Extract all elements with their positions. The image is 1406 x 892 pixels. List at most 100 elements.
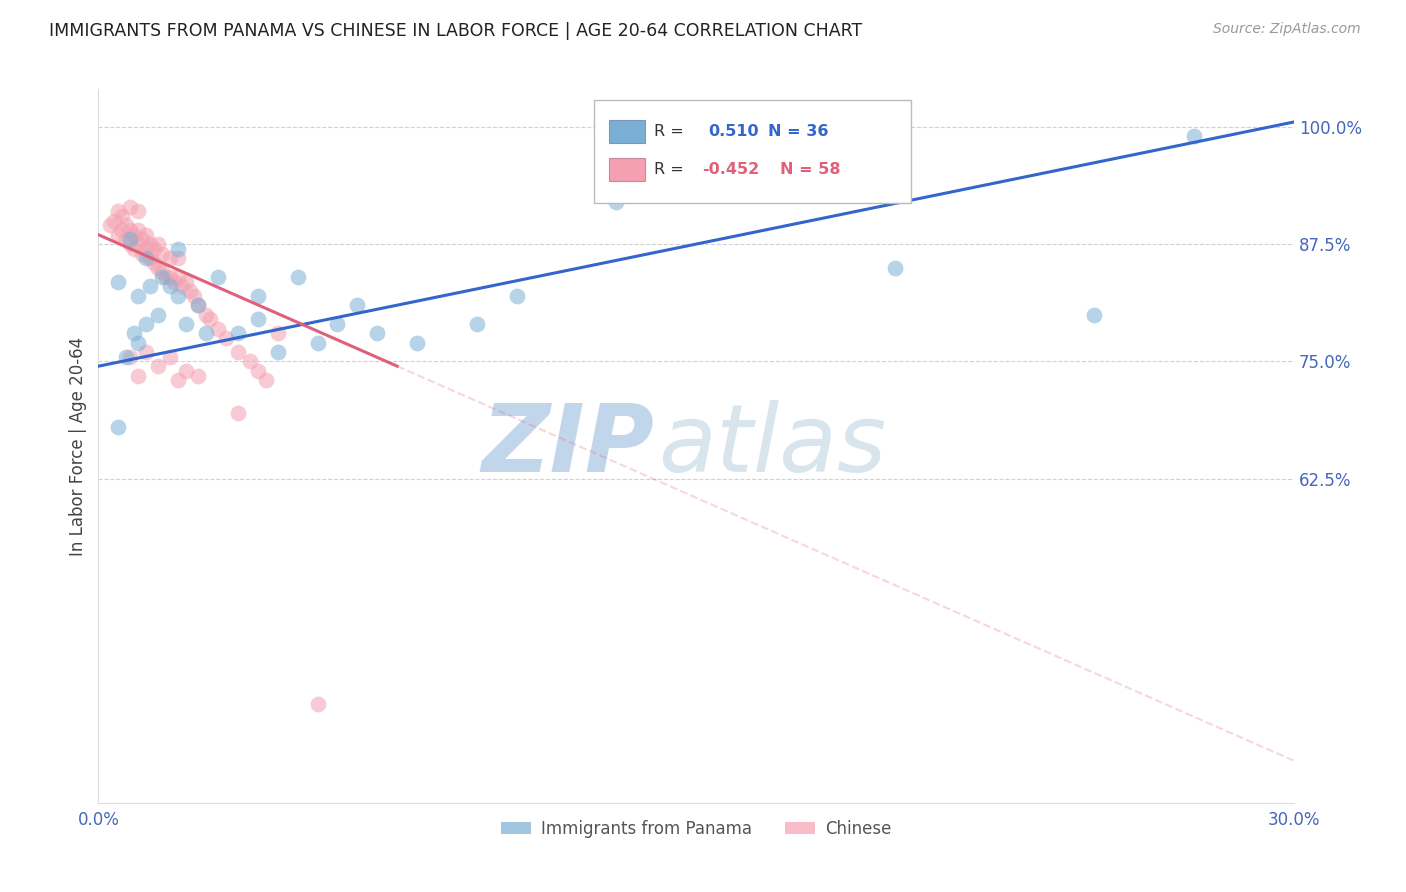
Point — [174, 275, 197, 289]
Point — [98, 219, 122, 233]
Point — [246, 312, 269, 326]
Point — [120, 350, 142, 364]
Point — [148, 308, 170, 322]
Text: R =: R = — [654, 161, 683, 177]
Point — [150, 265, 173, 279]
Point — [148, 260, 170, 275]
Point — [174, 317, 197, 331]
Point — [724, 157, 747, 171]
Point — [163, 275, 186, 289]
Point — [107, 227, 129, 242]
Point — [159, 251, 181, 265]
Point — [120, 232, 142, 246]
Point — [139, 237, 162, 252]
Point — [406, 335, 429, 350]
Text: N = 36: N = 36 — [768, 124, 828, 139]
Bar — [609, 120, 644, 143]
Point — [195, 326, 218, 341]
Point — [326, 317, 349, 331]
Legend: Immigrants from Panama, Chinese: Immigrants from Panama, Chinese — [494, 814, 898, 845]
Point — [267, 326, 290, 341]
Point — [107, 204, 129, 219]
Point — [239, 354, 262, 368]
Point — [195, 308, 218, 322]
Text: N = 58: N = 58 — [779, 161, 841, 177]
Point — [167, 270, 190, 285]
Point — [1182, 129, 1205, 144]
Point — [115, 219, 138, 233]
Point — [115, 350, 138, 364]
Point — [135, 242, 157, 256]
Point — [127, 335, 149, 350]
Point — [226, 326, 249, 341]
Point — [120, 237, 142, 252]
Point — [198, 312, 221, 326]
Point — [179, 284, 201, 298]
Point — [506, 289, 529, 303]
Text: IMMIGRANTS FROM PANAMA VS CHINESE IN LABOR FORCE | AGE 20-64 CORRELATION CHART: IMMIGRANTS FROM PANAMA VS CHINESE IN LAB… — [49, 22, 862, 40]
Point — [120, 223, 142, 237]
Point — [143, 242, 166, 256]
Point — [111, 223, 134, 237]
Point — [148, 237, 170, 252]
Point — [187, 298, 209, 312]
Point — [167, 251, 190, 265]
Text: atlas: atlas — [658, 401, 886, 491]
Point — [127, 223, 149, 237]
Point — [124, 326, 146, 341]
Point — [226, 345, 249, 359]
Point — [159, 270, 181, 285]
Point — [120, 200, 142, 214]
Point — [465, 317, 488, 331]
Point — [127, 237, 149, 252]
Point — [131, 246, 153, 260]
Point — [366, 326, 388, 341]
Point — [155, 270, 177, 285]
Point — [148, 359, 170, 374]
Point — [131, 232, 153, 246]
Point — [346, 298, 368, 312]
Point — [246, 364, 269, 378]
Point — [207, 270, 229, 285]
Point — [187, 298, 209, 312]
Point — [183, 289, 205, 303]
Text: Source: ZipAtlas.com: Source: ZipAtlas.com — [1213, 22, 1361, 37]
Point — [127, 204, 149, 219]
Point — [174, 364, 197, 378]
Point — [246, 289, 269, 303]
Point — [135, 251, 157, 265]
Point — [167, 242, 190, 256]
Point — [1083, 308, 1105, 322]
Point — [159, 279, 181, 293]
Point — [135, 227, 157, 242]
Point — [605, 194, 627, 209]
Point — [103, 213, 125, 227]
Point — [215, 331, 238, 345]
Point — [287, 270, 309, 285]
Bar — [609, 158, 644, 180]
Point — [187, 368, 209, 383]
Point — [127, 289, 149, 303]
Point — [159, 350, 181, 364]
Point — [135, 345, 157, 359]
Point — [139, 251, 162, 265]
Point — [167, 289, 190, 303]
Point — [150, 246, 173, 260]
Point — [254, 373, 277, 387]
Point — [127, 368, 149, 383]
Text: 0.510: 0.510 — [709, 124, 759, 139]
Point — [226, 406, 249, 420]
Point — [307, 697, 329, 711]
Text: ZIP: ZIP — [481, 400, 654, 492]
Point — [167, 373, 190, 387]
Point — [143, 256, 166, 270]
Point — [135, 317, 157, 331]
Point — [107, 420, 129, 434]
Y-axis label: In Labor Force | Age 20-64: In Labor Force | Age 20-64 — [69, 336, 87, 556]
Point — [124, 242, 146, 256]
Point — [150, 270, 173, 285]
Point — [307, 335, 329, 350]
Text: R =: R = — [654, 124, 683, 139]
Point — [124, 227, 146, 242]
Point — [111, 209, 134, 223]
